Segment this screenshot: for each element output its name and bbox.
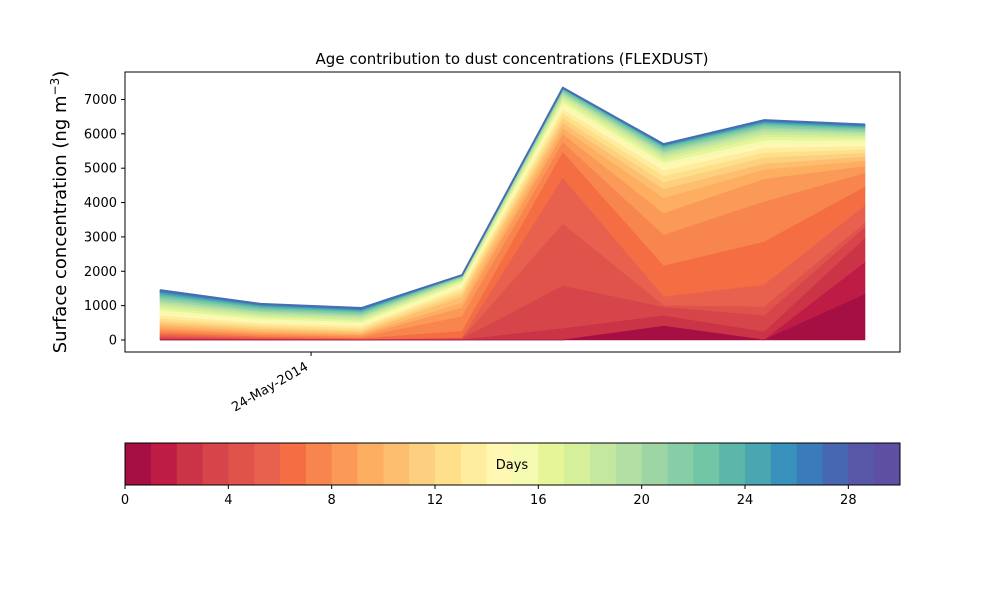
chart-title: Age contribution to dust concentrations … (316, 50, 709, 68)
colorbar-tick-label: 28 (840, 493, 857, 508)
colorbar-swatch (280, 443, 307, 485)
colorbar-swatch (460, 443, 488, 485)
colorbar-ticks: 0 4 8 12 16 20 24 28 (121, 485, 857, 508)
colorbar-label: Days (496, 458, 529, 473)
colorbar (125, 443, 901, 485)
y-axis-label: Surface concentration (ng m−3) (48, 71, 71, 354)
colorbar-swatch (848, 443, 875, 485)
colorbar-swatch (383, 443, 410, 485)
colorbar-swatch (822, 443, 849, 485)
colorbar-swatch (305, 443, 333, 485)
colorbar-swatch (667, 443, 694, 485)
total-line (159, 86, 866, 310)
colorbar-swatch (538, 443, 565, 485)
colorbar-swatch (770, 443, 798, 485)
colorbar-swatch (719, 443, 746, 485)
colorbar-frame (124, 442, 901, 486)
colorbar-swatch (409, 443, 436, 485)
colorbar-swatch (512, 443, 539, 485)
plot-frame (124, 71, 901, 353)
x-tick-label: 24-May-2014 (229, 359, 311, 415)
colorbar-swatch (693, 443, 720, 485)
colorbar-tick-label: 0 (121, 493, 129, 508)
colorbar-swatch (150, 443, 178, 485)
colorbar-swatch (874, 443, 901, 485)
colorbar-swatch (254, 443, 281, 485)
y-tick-label: 2000 (84, 265, 117, 280)
colorbar-swatch (615, 443, 643, 485)
colorbar-tick-label: 4 (224, 493, 232, 508)
colorbar-swatch (590, 443, 617, 485)
y-tick-label: 7000 (84, 93, 117, 108)
y-axis-ticks: 0 1000 2000 3000 4000 5000 6000 7000 (84, 93, 125, 348)
colorbar-swatch (745, 443, 772, 485)
colorbar-swatch (435, 443, 462, 485)
colorbar-swatch (176, 443, 203, 485)
colorbar-swatch (796, 443, 823, 485)
colorbar-swatch (331, 443, 358, 485)
colorbar-swatch (125, 443, 152, 485)
colorbar-swatch (357, 443, 384, 485)
y-tick-label: 6000 (84, 127, 117, 142)
age-band-0 (160, 293, 866, 341)
colorbar-tick-label: 24 (737, 493, 754, 508)
y-tick-label: 4000 (84, 196, 117, 211)
plot-area (159, 86, 866, 341)
y-tick-label: 5000 (84, 162, 117, 177)
colorbar-tick-label: 8 (328, 493, 336, 508)
colorbar-swatch (486, 443, 513, 485)
y-tick-label: 3000 (84, 230, 117, 245)
y-tick-label: 0 (109, 333, 117, 348)
colorbar-swatch (202, 443, 229, 485)
colorbar-swatch (228, 443, 255, 485)
colorbar-swatch (641, 443, 668, 485)
colorbar-swatch (564, 443, 591, 485)
x-axis-ticks: 24-May-2014 (229, 352, 312, 415)
colorbar-tick-label: 16 (530, 493, 547, 508)
colorbar-tick-label: 20 (633, 493, 650, 508)
y-tick-label: 1000 (84, 299, 117, 314)
colorbar-tick-label: 12 (427, 493, 444, 508)
